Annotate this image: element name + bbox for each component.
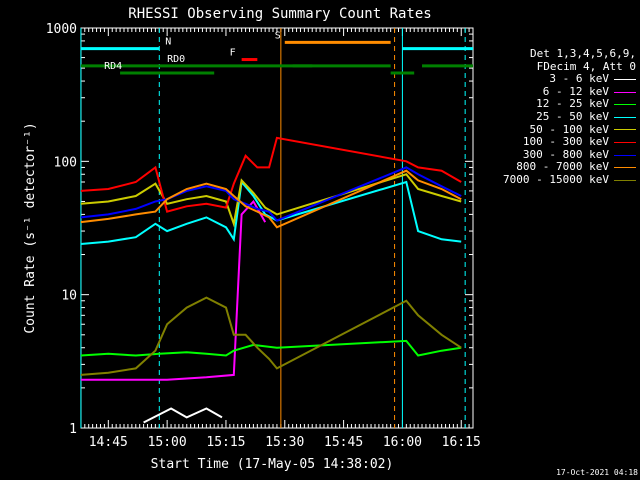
legend-entry: 7000 - 15000 keV [478, 172, 636, 187]
legend-swatch [614, 141, 636, 143]
legend-entry: 3 - 6 keV [478, 73, 636, 86]
y-tick-label: 100 [54, 155, 77, 170]
legend-swatch [614, 78, 636, 80]
status-label-rd4: RD4 [104, 61, 122, 72]
x-tick-label: 14:45 [89, 435, 128, 450]
legend-label: 25 - 50 keV [536, 109, 609, 123]
legend-swatch [614, 91, 636, 93]
series-12-25-kev [80, 339, 462, 357]
y-tick-label: 1000 [46, 22, 77, 37]
legend-swatch [614, 104, 636, 106]
x-tick-label: 16:15 [442, 435, 481, 450]
status-label-s: S [275, 30, 281, 41]
legend-label: 800 - 7000 keV [516, 160, 609, 174]
legend-entry: 12 - 25 keV [478, 98, 636, 111]
legend-label: 7000 - 15000 keV [503, 172, 609, 186]
legend-entry: 50 - 100 keV [478, 122, 636, 137]
timestamp: 17-Oct-2021 04:18 [556, 468, 638, 477]
y-axis-label: Count Rate (s⁻¹ detector⁻¹) [23, 122, 38, 333]
series-50-100-kev [80, 173, 462, 228]
plot-area: 1 10 100 1000 14:45 15:00 15:15 15:30 15:45 16:00… [46, 22, 481, 450]
series-25-50-kev [80, 179, 462, 245]
x-axis-label: Start Time (17-May-05 14:38:02) [151, 457, 394, 472]
x-tick-label: 15:00 [148, 435, 187, 450]
legend-swatch [614, 129, 636, 131]
legend-entry: 25 - 50 keV [478, 109, 636, 124]
status-label-f: F [230, 48, 236, 59]
legend-label: 50 - 100 keV [529, 122, 609, 136]
legend-entries: 3 - 6 keV 6 - 12 keV 12 - 25 keV 25 - 50 ke… [478, 73, 636, 186]
series-800-7000-kev [80, 169, 462, 229]
legend-label: 6 - 12 keV [542, 84, 609, 98]
legend-header-line-1: Det 1,3,4,5,6,9, [530, 47, 636, 60]
series-3-6-kev [143, 407, 223, 424]
status-label-n: N [165, 37, 171, 48]
legend-label: 300 - 800 keV [522, 147, 609, 161]
series-7000-15000-kev [80, 296, 462, 376]
legend-label: 100 - 300 keV [522, 135, 609, 149]
legend-header-line-2: FDecim 4, Att 0 [536, 59, 636, 73]
legend-entry: 100 - 300 keV [478, 136, 636, 149]
legend-swatch [614, 154, 636, 156]
y-tick-label: 10 [61, 289, 77, 304]
series-100-300-kev [80, 136, 462, 213]
legend-swatch [614, 179, 636, 181]
x-tick-label: 15:45 [324, 435, 363, 450]
x-tick-label: 15:30 [265, 435, 304, 450]
legend-swatch [614, 116, 636, 118]
legend-entry: 300 - 800 keV [478, 147, 636, 162]
legend-entry: 800 - 7000 keV [478, 161, 636, 174]
legend-entry: 6 - 12 keV [478, 84, 636, 99]
x-tick-label: 16:00 [383, 435, 422, 450]
legend-label: 3 - 6 keV [549, 72, 609, 86]
chart-title: RHESSI Observing Summary Count Rates [128, 6, 431, 22]
y-tick-label: 1 [69, 422, 77, 437]
status-label-rd0: RD0 [167, 54, 185, 65]
series-300-800-kev [80, 166, 462, 222]
legend-swatch [614, 167, 636, 169]
legend-label: 12 - 25 keV [536, 97, 609, 111]
x-tick-label: 15:15 [206, 435, 245, 450]
series-6-12-kev [80, 199, 267, 381]
legend: Det 1,3,4,5,6,9, FDecim 4, Att 0 3 - 6 k… [478, 47, 636, 187]
